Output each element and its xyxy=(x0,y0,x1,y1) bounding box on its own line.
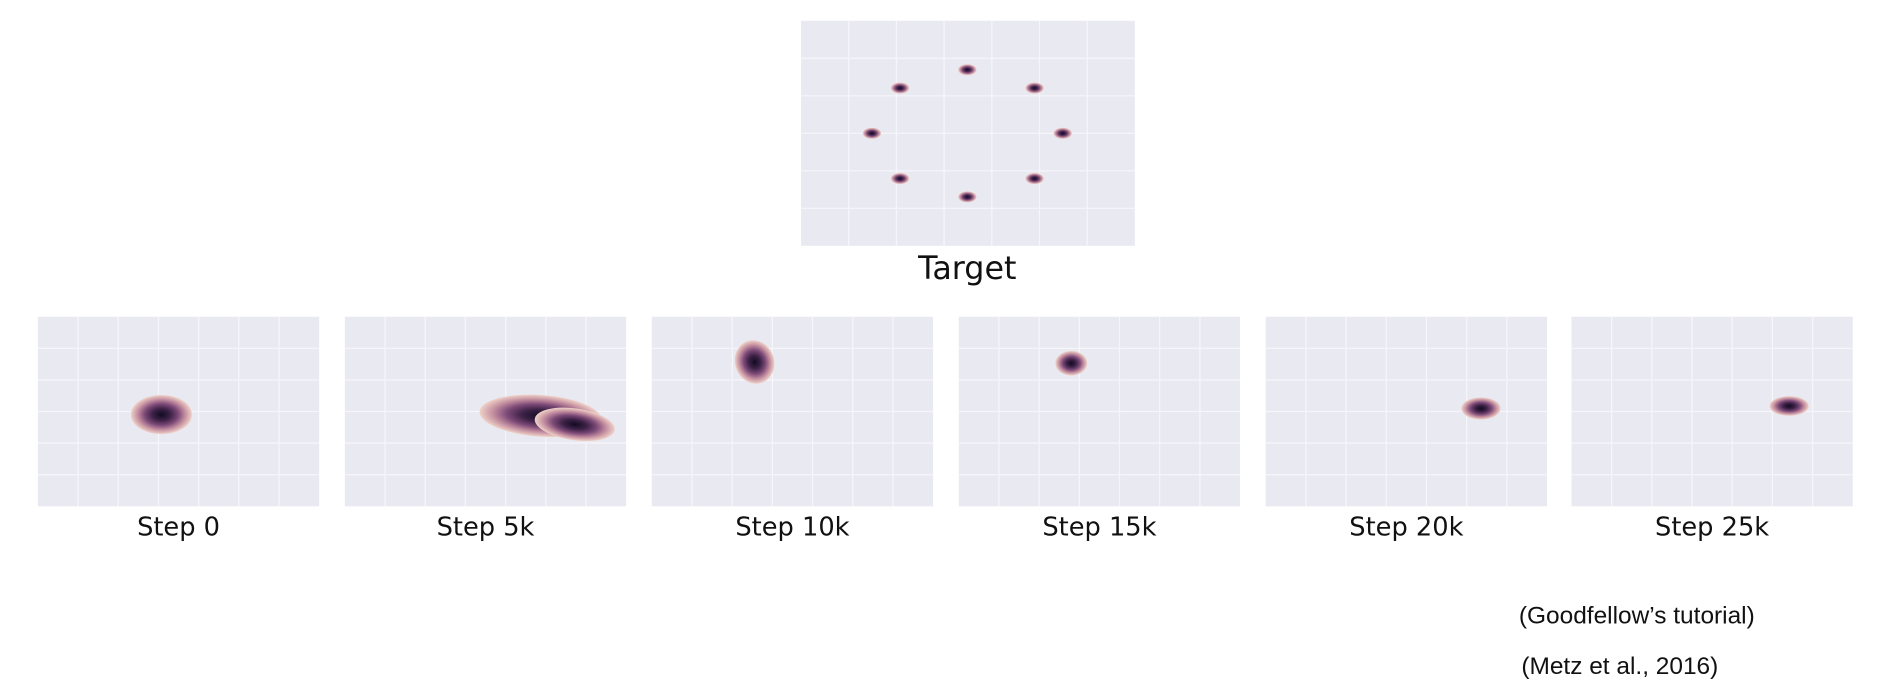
panels xyxy=(37,20,1853,507)
density-blob xyxy=(1053,127,1072,139)
density-blob xyxy=(862,127,882,139)
density-blob xyxy=(890,173,910,185)
density-blob xyxy=(958,191,977,203)
density-blob xyxy=(1461,397,1501,420)
step-label: Step 20k xyxy=(1349,513,1463,543)
density-blob xyxy=(1025,82,1044,94)
step-label: Step 10k xyxy=(735,513,849,543)
step-label: Step 0 xyxy=(137,513,220,543)
density-blob xyxy=(958,64,977,76)
step-label: Step 5k xyxy=(437,513,535,543)
density-blob xyxy=(534,407,615,442)
density-blob xyxy=(130,395,193,435)
step-label: Step 25k xyxy=(1655,513,1769,543)
density-blob xyxy=(890,82,910,94)
density-blob xyxy=(1769,396,1809,416)
target-label: Target xyxy=(917,250,1016,287)
density-blob xyxy=(1025,173,1044,185)
density-blob xyxy=(734,340,775,384)
step-label: Step 15k xyxy=(1042,513,1156,543)
citation: (Goodfellow’s tutorial) xyxy=(1519,603,1755,630)
citation: (Metz et al., 2016) xyxy=(1521,653,1718,680)
density-blob xyxy=(1055,350,1088,376)
